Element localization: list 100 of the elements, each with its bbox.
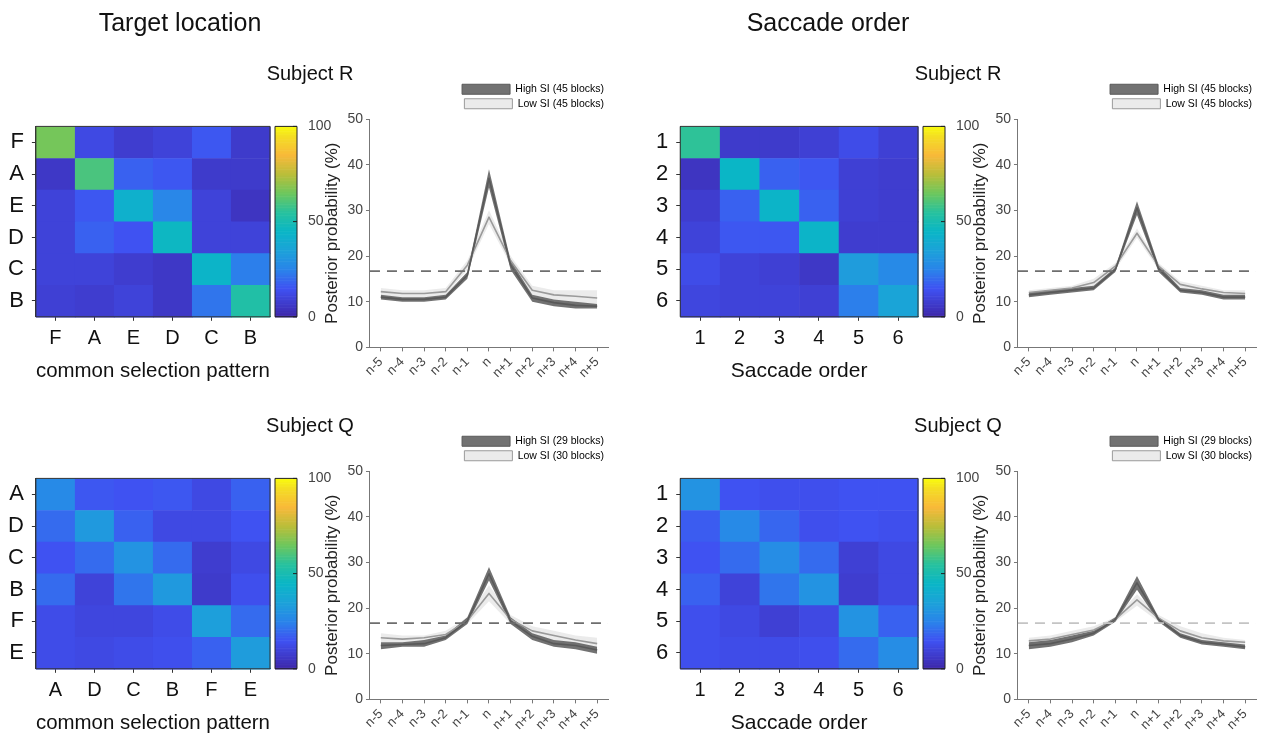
y-tick-label: E [9, 191, 24, 217]
y-tick-label: 20 [995, 246, 1012, 263]
color-bar-label: 0 [308, 307, 316, 324]
x-tick-label: C [204, 326, 219, 349]
x-tick-label: 6 [892, 326, 904, 349]
y-tick-label: 20 [347, 246, 364, 263]
x-tick-label: n [1125, 705, 1142, 722]
legend-label: Low SI (45 blocks) [1165, 96, 1253, 109]
y-tick-label: E [9, 639, 24, 664]
chart-title: Saccade order [745, 8, 911, 37]
x-tick-label: n [477, 353, 494, 370]
color-bar-label: 0 [308, 659, 316, 676]
y-tick-label: 1 [655, 480, 669, 506]
y-tick-label: 40 [347, 155, 364, 172]
y-tick-label: 30 [995, 553, 1012, 570]
x-tick-label: C [126, 678, 141, 701]
x-tick-label: n-1 [1096, 705, 1120, 730]
x-tick-label: 1 [694, 326, 706, 349]
y-tick-label: 10 [995, 292, 1012, 309]
x-tick-label: n-5 [1009, 705, 1034, 730]
y-tick-label: B [9, 287, 24, 312]
x-tick-label: 4 [813, 678, 825, 701]
x-tick-label: n [1125, 353, 1142, 370]
y-tick-label: 0 [355, 338, 364, 355]
y-tick-label: 30 [995, 201, 1012, 218]
x-tick-label: 3 [773, 678, 785, 701]
color-bar-label: 0 [956, 659, 964, 676]
y-tick-label: 5 [655, 255, 669, 281]
y-tick-label: 50 [995, 109, 1012, 126]
x-tick-label: A [48, 678, 63, 701]
x-tick-label: 1 [694, 678, 706, 701]
color-bar-label: 50 [956, 212, 972, 229]
y-tick-label: 0 [1003, 690, 1012, 707]
x-tick-label: B [165, 678, 180, 701]
x-tick-label: 4 [813, 326, 825, 349]
legend-label: High SI (45 blocks) [1163, 82, 1252, 95]
x-tick-label: n-5 [361, 705, 386, 730]
y-tick-label: 50 [995, 461, 1012, 478]
chart-subtitle: Subject Q [266, 414, 354, 436]
y-tick-label: C [8, 543, 24, 569]
y-tick-label: 20 [995, 598, 1012, 615]
x-tick-label: D [87, 678, 102, 701]
y-tick-label: 4 [655, 575, 669, 601]
color-bar-label: 100 [956, 117, 980, 134]
color-bar-label: 0 [956, 307, 964, 324]
color-bar-label: 100 [308, 117, 332, 134]
y-tick-label: D [8, 223, 24, 249]
x-tick-label: n-1 [1096, 353, 1120, 378]
x-tick-label: n [477, 705, 494, 722]
y-tick-label: A [9, 480, 25, 506]
y-tick-label: D [8, 512, 24, 538]
y-tick-label: 1 [655, 128, 669, 154]
legend-label: Low SI (30 blocks) [517, 448, 605, 461]
x-tick-label: E [243, 678, 258, 701]
y-tick-label: B [9, 575, 24, 601]
x-tick-label: n-1 [448, 705, 472, 730]
y-tick-label: 10 [347, 292, 364, 309]
y-tick-label: C [8, 255, 24, 281]
y-tick-label: 40 [995, 155, 1012, 172]
y-tick-label: 0 [355, 690, 364, 707]
y-tick-label: 40 [995, 507, 1012, 524]
y-tick-label: 4 [655, 223, 669, 249]
x-tick-label: n-2 [426, 353, 451, 378]
x-tick-label: n-2 [426, 705, 451, 730]
x-axis-title: Saccade order [730, 710, 868, 734]
y-tick-label: 2 [655, 160, 669, 186]
x-tick-label: A [87, 326, 102, 349]
chart-title: Target location [97, 8, 263, 37]
y-tick-label: 5 [655, 607, 669, 633]
color-bar-label: 100 [308, 469, 332, 486]
x-tick-label: 5 [853, 678, 865, 701]
x-axis-title: common selection pattern [35, 357, 270, 382]
y-tick-label: 50 [347, 109, 364, 126]
x-tick-label: 6 [892, 678, 904, 701]
color-bar-label: 50 [308, 564, 324, 581]
y-tick-label: F [10, 128, 24, 154]
x-axis-title: Saccade order [730, 358, 868, 382]
x-tick-label: 2 [734, 326, 746, 349]
x-tick-label: n-2 [1074, 705, 1099, 730]
chart-subtitle: Subject R [914, 62, 1002, 84]
y-tick-label: 50 [347, 461, 364, 478]
x-tick-label: n-1 [448, 353, 472, 378]
y-tick-label: 3 [655, 191, 669, 217]
chart-subtitle: Subject R [266, 62, 354, 84]
y-tick-label: 10 [347, 644, 364, 661]
color-bar-label: 50 [956, 564, 972, 581]
y-tick-label: 30 [347, 201, 364, 218]
y-tick-label: A [9, 160, 25, 186]
y-tick-label: 0 [1003, 338, 1012, 355]
y-tick-label: 3 [655, 543, 669, 569]
x-axis-title: common selection pattern [35, 709, 270, 734]
y-tick-label: 10 [995, 644, 1012, 661]
x-tick-label: E [126, 326, 141, 349]
legend-label: High SI (29 blocks) [1163, 434, 1252, 447]
color-bar-label: 50 [308, 212, 324, 229]
y-tick-label: 40 [347, 507, 364, 524]
x-tick-label: F [49, 326, 62, 349]
color-bar-label: 100 [956, 469, 980, 486]
x-tick-label: 2 [734, 678, 746, 701]
x-tick-label: 5 [853, 326, 865, 349]
